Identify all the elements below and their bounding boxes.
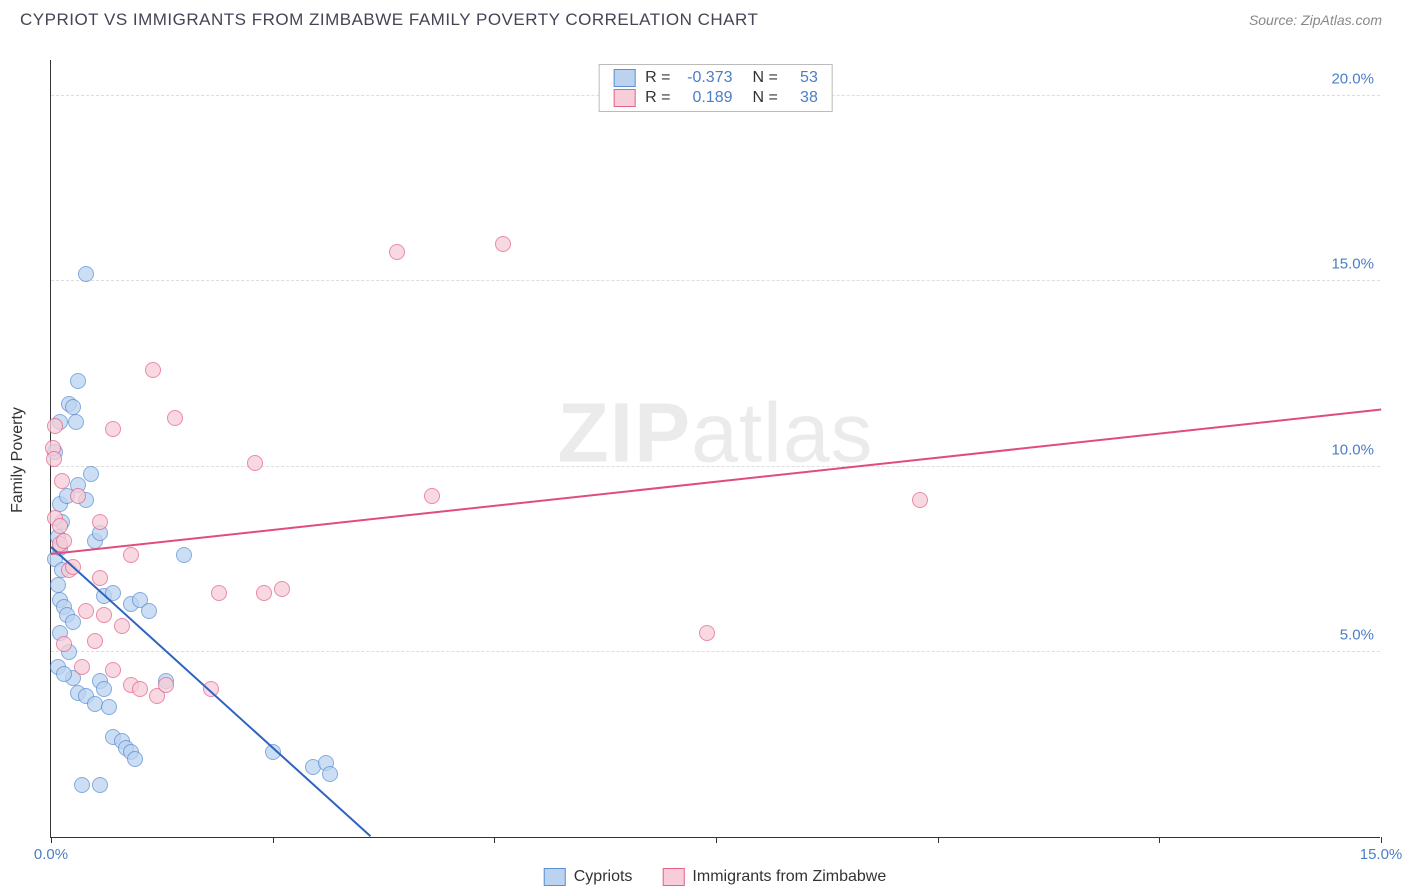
scatter-point	[132, 681, 148, 697]
legend-label: Cypriots	[574, 868, 633, 886]
scatter-point	[50, 577, 66, 593]
scatter-point	[145, 362, 161, 378]
scatter-point	[158, 677, 174, 693]
scatter-point	[211, 585, 227, 601]
series-swatch	[613, 89, 635, 107]
scatter-point	[141, 603, 157, 619]
n-label: N =	[753, 89, 778, 107]
y-tick-label: 15.0%	[1331, 256, 1374, 273]
scatter-point	[47, 418, 63, 434]
r-value: 0.189	[681, 89, 733, 107]
plot-area: R = -0.373 N = 53 R = 0.189 N = 38 ZIPatlas 5.0…	[50, 60, 1380, 838]
trend-line	[51, 409, 1381, 555]
scatter-point	[105, 662, 121, 678]
scatter-point	[56, 636, 72, 652]
scatter-point	[68, 414, 84, 430]
legend-item: Cypriots	[544, 868, 633, 886]
scatter-point	[274, 581, 290, 597]
x-tick-mark	[494, 837, 495, 843]
x-tick-mark	[1381, 837, 1382, 843]
r-value: -0.373	[681, 69, 733, 87]
scatter-point	[70, 488, 86, 504]
scatter-point	[56, 666, 72, 682]
scatter-point	[114, 618, 130, 634]
n-value: 38	[788, 89, 818, 107]
y-axis-label: Family Poverty	[9, 407, 27, 513]
chart-title: CYPRIOT VS IMMIGRANTS FROM ZIMBABWE FAMI…	[20, 10, 758, 30]
scatter-point	[176, 547, 192, 563]
legend-item: Immigrants from Zimbabwe	[662, 868, 886, 886]
scatter-point	[70, 373, 86, 389]
x-tick-label: 15.0%	[1360, 846, 1403, 863]
scatter-point	[322, 766, 338, 782]
scatter-point	[912, 492, 928, 508]
scatter-point	[87, 633, 103, 649]
x-tick-mark	[938, 837, 939, 843]
y-tick-label: 10.0%	[1331, 441, 1374, 458]
n-label: N =	[753, 69, 778, 87]
scatter-point	[105, 421, 121, 437]
scatter-point	[78, 603, 94, 619]
chart-container: Family Poverty R =-0.373N =53R =0.189N =…	[50, 60, 1380, 860]
scatter-point	[256, 585, 272, 601]
stats-row: R = 0.189 N = 38	[613, 89, 818, 107]
x-tick-mark	[1159, 837, 1160, 843]
scatter-point	[424, 488, 440, 504]
scatter-point	[74, 777, 90, 793]
scatter-point	[247, 455, 263, 471]
stats-legend-box: R = -0.373 N = 53 R = 0.189 N = 38	[598, 64, 833, 112]
scatter-point	[52, 518, 68, 534]
scatter-point	[54, 473, 70, 489]
legend-bottom: Cypriots Immigrants from Zimbabwe	[544, 868, 887, 886]
scatter-point	[74, 659, 90, 675]
gridline	[51, 280, 1380, 281]
scatter-point	[167, 410, 183, 426]
series-swatch	[613, 69, 635, 87]
r-label: R =	[645, 89, 670, 107]
y-tick-label: 5.0%	[1340, 626, 1374, 643]
scatter-point	[46, 451, 62, 467]
scatter-point	[83, 466, 99, 482]
scatter-point	[92, 777, 108, 793]
series-swatch	[544, 868, 566, 886]
scatter-point	[78, 266, 94, 282]
scatter-point	[65, 399, 81, 415]
x-tick-label: 0.0%	[34, 846, 68, 863]
x-tick-mark	[273, 837, 274, 843]
series-swatch	[662, 868, 684, 886]
scatter-point	[123, 547, 139, 563]
scatter-point	[96, 681, 112, 697]
scatter-point	[495, 236, 511, 252]
scatter-point	[92, 514, 108, 530]
x-tick-mark	[51, 837, 52, 843]
scatter-point	[92, 570, 108, 586]
chart-source: Source: ZipAtlas.com	[1249, 12, 1382, 28]
scatter-point	[65, 614, 81, 630]
y-tick-label: 20.0%	[1331, 71, 1374, 88]
n-value: 53	[788, 69, 818, 87]
watermark: ZIPatlas	[557, 384, 873, 481]
scatter-point	[699, 625, 715, 641]
stats-row: R = -0.373 N = 53	[613, 69, 818, 87]
r-label: R =	[645, 69, 670, 87]
scatter-point	[96, 607, 112, 623]
scatter-point	[389, 244, 405, 260]
scatter-point	[101, 699, 117, 715]
scatter-point	[127, 751, 143, 767]
legend-label: Immigrants from Zimbabwe	[692, 868, 886, 886]
x-tick-mark	[716, 837, 717, 843]
scatter-point	[56, 533, 72, 549]
gridline	[51, 651, 1380, 652]
